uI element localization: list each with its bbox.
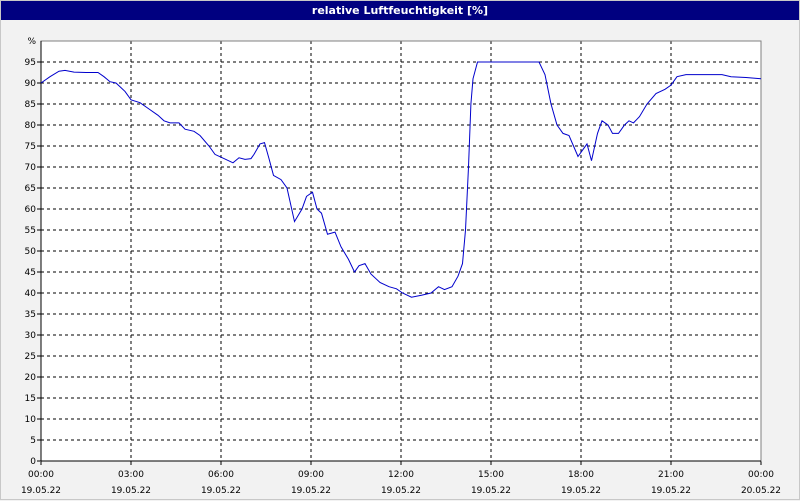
x-tick-date-label: 19.05.22 — [21, 486, 61, 496]
y-tick-label: 20 — [25, 373, 37, 383]
x-tick-time-label: 09:00 — [298, 470, 324, 480]
y-tick-label: 70 — [25, 163, 37, 173]
x-tick-date-label: 19.05.22 — [471, 486, 511, 496]
y-tick-label: 15 — [25, 394, 36, 404]
y-tick-label: 60 — [25, 205, 37, 215]
y-tick-label: 90 — [25, 79, 37, 89]
y-tick-label: 75 — [25, 142, 36, 152]
x-tick-time-label: 00:00 — [28, 470, 54, 480]
x-tick-date-label: 19.05.22 — [111, 486, 151, 496]
y-tick-label: 65 — [25, 184, 36, 194]
y-tick-label: 45 — [25, 268, 36, 278]
y-tick-label: 55 — [25, 226, 36, 236]
series-layer — [40, 61, 762, 298]
y-tick-label: 25 — [25, 352, 36, 362]
y-tick-labels: 0 5 10 15 20 25 30 35 40 45 50 55 60 65 70 75 80 85 90 95% — [25, 37, 37, 467]
x-tick-date-label: 19.05.22 — [561, 486, 601, 496]
x-tick-date-label: 19.05.22 — [381, 486, 421, 496]
axes — [37, 40, 762, 465]
y-tick-label: 40 — [25, 289, 37, 299]
x-tick-date-label: 19.05.22 — [651, 486, 691, 496]
x-tick-time-label: 12:00 — [388, 470, 414, 480]
x-tick-time-label: 06:00 — [208, 470, 234, 480]
series-line-0 — [40, 61, 762, 298]
y-axis-unit-label: % — [27, 37, 36, 47]
x-tick-labels: 00:00 19.05.22 03:00 19.05.22 06:00 19.05.22 0… — [21, 470, 781, 496]
y-tick-label: 5 — [30, 436, 36, 446]
y-tick-label: 35 — [25, 310, 36, 320]
x-tick-date-label: 19.05.22 — [201, 486, 241, 496]
x-tick-time-label: 03:00 — [118, 470, 144, 480]
y-tick-label: 50 — [25, 247, 37, 257]
y-tick-label: 10 — [25, 415, 37, 425]
y-tick-label: 0 — [30, 457, 36, 467]
y-tick-label: 85 — [25, 100, 36, 110]
x-tick-date-label: 20.05.22 — [741, 486, 781, 496]
x-tick-time-label: 18:00 — [568, 470, 594, 480]
y-tick-label: 95 — [25, 58, 36, 68]
chart-title: relative Luftfeuchtigkeit [%] — [1, 1, 799, 20]
y-tick-label: 30 — [25, 331, 37, 341]
x-tick-time-label: 00:00 — [748, 470, 774, 480]
x-tick-time-label: 21:00 — [658, 470, 684, 480]
grid-lines — [41, 41, 762, 461]
x-tick-date-label: 19.05.22 — [291, 486, 331, 496]
y-tick-label: 80 — [25, 121, 37, 131]
x-tick-time-label: 15:00 — [478, 470, 504, 480]
